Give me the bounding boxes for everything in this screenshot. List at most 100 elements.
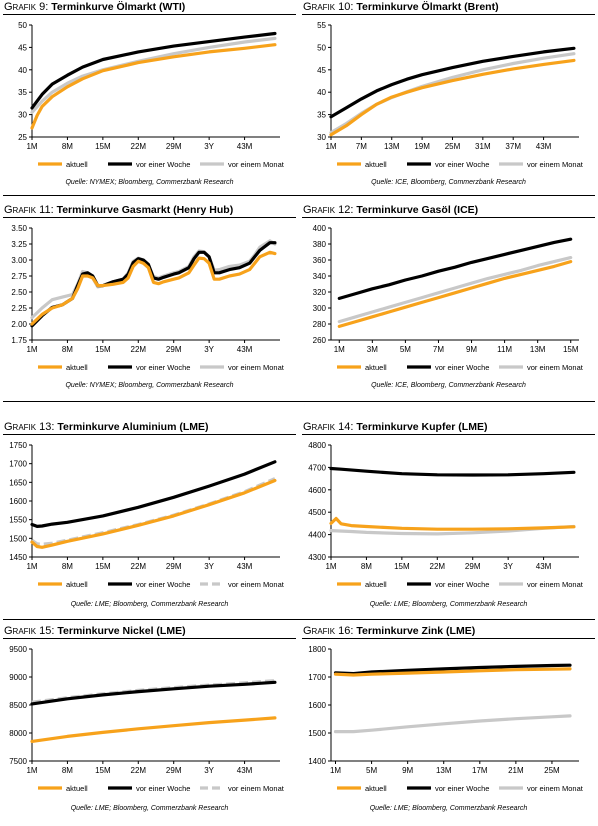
series-line-week: [329, 46, 576, 119]
x-tick-label: 3Y: [204, 766, 214, 775]
x-tick-label: 43M: [237, 345, 253, 354]
y-tick-label: 1600: [308, 701, 326, 710]
x-tick-label: 22M: [131, 345, 147, 354]
x-tick-label: 15M: [95, 766, 111, 775]
chart-title-text: Terminkurve Kupfer (LME): [356, 421, 488, 433]
x-tick-label: 43M: [237, 562, 253, 571]
x-tick-label: 31M: [475, 142, 491, 151]
y-tick-label: 280: [313, 320, 327, 329]
y-tick-label: 340: [313, 272, 327, 281]
x-tick-label: 43M: [536, 142, 552, 151]
chart-title-text: Terminkurve Ölmarkt (Brent): [356, 1, 499, 13]
line-chart-wti: 25 30 35 40 45 50 1M 8M 15M 22M 29M 3Y 43M aktuell vor…: [18, 21, 285, 169]
grafik-label: Grafik 13:: [4, 421, 55, 433]
series-line-month: [333, 714, 572, 734]
y-tick-label: 40: [18, 66, 27, 75]
y-tick-label: 9000: [9, 673, 27, 682]
y-tick-label: 30: [317, 133, 326, 142]
chart-title: Grafik 14: Terminkurve Kupfer (LME): [303, 421, 487, 433]
line-chart-kupfer: 4300 4400 4500 4600 4700 4800 1M 8M 15M 22M 29M 3Y 4…: [308, 441, 584, 589]
x-tick-label: 1M: [334, 345, 345, 354]
y-tick-label: 1600: [9, 497, 27, 506]
y-tick-label: 50: [317, 43, 326, 52]
x-tick-label: 9M: [402, 766, 413, 775]
series-line-current: [329, 58, 576, 137]
x-tick-label: 1M: [26, 142, 37, 151]
legend-label-month: vor einem Monat: [527, 580, 584, 589]
y-tick-label: 1500: [308, 729, 326, 738]
source-note: Quelle: NYMEX; Bloomberg, Commerzbank Re…: [65, 179, 234, 186]
y-tick-label: 8500: [9, 701, 27, 710]
title-rule: [302, 434, 595, 435]
chart-panel-zink: Grafik 16: Terminkurve Zink (LME) 1400 15…: [299, 624, 598, 826]
y-tick-label: 1500: [9, 534, 27, 543]
legend-label-current: aktuell: [365, 363, 387, 372]
chart-panel-wti: Grafik 9: Terminkurve Ölmarkt (WTI) 25 30…: [0, 0, 299, 202]
x-tick-label: 25M: [445, 142, 461, 151]
chart-title: Grafik 10: Terminkurve Ölmarkt (Brent): [303, 1, 499, 13]
legend-label-week: vor einer Woche: [136, 784, 190, 793]
series-line-current: [329, 516, 576, 531]
legend-label-week: vor einer Woche: [435, 580, 489, 589]
line-chart-aluminium: 1450 1500 1550 1600 1650 1700 1750 1M 8M 15M 22M 29…: [9, 441, 285, 589]
x-tick-label: 3Y: [204, 345, 214, 354]
series-line-week: [337, 237, 573, 300]
y-tick-label: 2.25: [11, 304, 27, 313]
x-tick-label: 11M: [497, 345, 512, 354]
x-tick-label: 8M: [62, 345, 73, 354]
x-tick-label: 43M: [237, 766, 253, 775]
legend-label-current: aktuell: [365, 160, 387, 169]
x-tick-label: 3Y: [204, 562, 214, 571]
legend-label-month: vor einem Monat: [228, 784, 285, 793]
series-line-current: [30, 478, 277, 549]
series-line-current: [333, 667, 572, 677]
grafik-label: Grafik 10:: [303, 1, 354, 13]
chart-title-text: Terminkurve Zink (LME): [356, 625, 476, 637]
title-rule: [302, 14, 595, 15]
x-tick-label: 22M: [430, 562, 446, 571]
series-line-current: [30, 716, 277, 743]
line-chart-henry-hub: 1.75 2.00 2.25 2.50 2.75 3.00 3.25 3.50 1M 8M 15M 2…: [11, 224, 284, 372]
chart-title: Grafik 15: Terminkurve Nickel (LME): [4, 625, 186, 637]
chart-panel-kupfer: Grafik 14: Terminkurve Kupfer (LME) 4300…: [299, 420, 598, 622]
y-tick-label: 45: [18, 43, 27, 52]
y-tick-label: 1.75: [11, 336, 27, 345]
chart-title: Grafik 12: Terminkurve Gasöl (ICE): [303, 204, 478, 216]
x-tick-label: 29M: [166, 562, 182, 571]
y-tick-label: 55: [317, 21, 326, 30]
title-rule: [3, 14, 296, 15]
chart-title: Grafik 13: Terminkurve Aluminium (LME): [4, 421, 209, 433]
legend-label-month: vor einem Monat: [527, 784, 584, 793]
y-tick-label: 4600: [308, 486, 326, 495]
series-line-month: [31, 477, 276, 546]
series-line-current: [30, 250, 277, 326]
y-tick-label: 1400: [308, 757, 326, 766]
line-chart-nickel: 7500 8000 8500 9000 9500 1M 8M 15M 22M 29M 3Y 43M ak…: [9, 645, 285, 793]
source-note: Quelle: LME; Bloomberg, Commerzbank Rese…: [70, 601, 229, 608]
x-tick-label: 13M: [436, 766, 452, 775]
legend-label-current: aktuell: [66, 784, 88, 793]
y-tick-label: 400: [313, 224, 327, 233]
x-tick-label: 29M: [166, 766, 182, 775]
x-tick-label: 5M: [400, 345, 411, 354]
x-tick-label: 22M: [131, 562, 147, 571]
source-note: Quelle: NYMEX; Bloomberg, Commerzbank Re…: [65, 382, 234, 389]
y-tick-label: 380: [313, 240, 327, 249]
x-tick-label: 8M: [62, 142, 73, 151]
y-tick-label: 40: [317, 88, 326, 97]
title-rule: [3, 217, 296, 218]
grafik-label: Grafik 12:: [303, 204, 354, 216]
x-tick-label: 37M: [505, 142, 521, 151]
source-note: Quelle: ICE, Bloomberg, Commerzbank Rese…: [371, 382, 526, 389]
chart-title-text: Terminkurve Ölmarkt (WTI): [51, 1, 186, 13]
x-tick-label: 15M: [394, 562, 410, 571]
y-tick-label: 3.00: [11, 256, 27, 265]
line-chart-brent: 30 35 40 45 50 55 1M 7M 13M 19M 25M 31M 37M 43M aktuel…: [317, 21, 584, 169]
y-tick-label: 1550: [9, 516, 27, 525]
y-tick-label: 360: [313, 256, 327, 265]
line-chart-zink: 1400 1500 1600 1700 1800 1M 5M 9M 13M 17M 21M 25M ak…: [308, 645, 584, 793]
y-tick-label: 3.25: [11, 240, 27, 249]
series-line-current: [30, 43, 277, 130]
x-tick-label: 1M: [26, 766, 37, 775]
chart-title: Grafik 16: Terminkurve Zink (LME): [303, 625, 475, 637]
